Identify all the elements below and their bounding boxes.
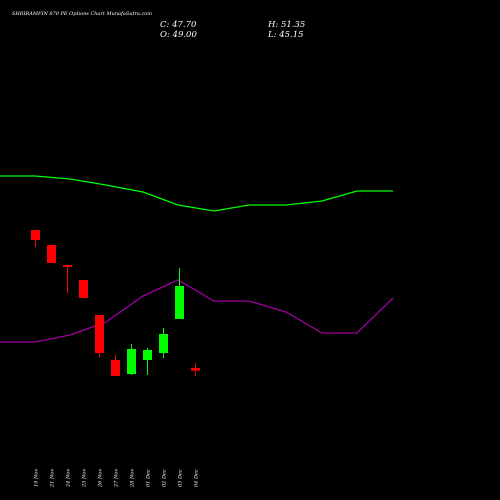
candle: [95, 315, 104, 357]
candle: [79, 280, 88, 298]
candle-body: [79, 280, 88, 298]
high-label: H: 51.35: [267, 20, 305, 30]
candle-body: [127, 349, 136, 374]
candle: [63, 265, 72, 293]
candle-body: [175, 286, 184, 319]
x-tick-label: 26 Nov: [97, 469, 103, 488]
x-tick-label: 02 Dec: [161, 469, 167, 487]
candle-body: [111, 360, 120, 376]
lower-band-line: [0, 279, 394, 343]
low-label: L: 45.15: [267, 30, 304, 40]
open-label: O: 49.00: [160, 30, 197, 40]
x-tick-label: 21 Nov: [49, 469, 55, 488]
x-axis-ticks: 19 Nov 21 Nov 24 Nov 25 Nov 26 Nov 27 Nov 28 N…: [33, 469, 199, 488]
candle: [31, 230, 40, 247]
candle-body: [191, 368, 200, 371]
candles-layer: [31, 230, 200, 376]
close-label: C: 47.70: [160, 20, 197, 30]
upper-band-line: [0, 175, 393, 212]
x-tick-label: 28 Nov: [129, 469, 135, 488]
candle: [143, 348, 152, 375]
candle-body: [159, 334, 168, 353]
candle-body: [143, 350, 152, 360]
x-tick-label: 03 Dec: [177, 469, 183, 487]
x-tick-label: 25 Nov: [81, 469, 87, 488]
bands-layer: [0, 175, 394, 343]
x-tick-label: 24 Nov: [65, 469, 71, 488]
candle-body: [63, 265, 72, 267]
x-tick-label: 04 Dec: [193, 469, 199, 487]
candle: [159, 328, 168, 358]
candle: [191, 363, 200, 376]
x-tick-label: 27 Nov: [113, 469, 119, 488]
candle: [175, 268, 184, 319]
x-tick-label: 19 Nov: [33, 469, 39, 487]
candle: [111, 355, 120, 376]
candle: [47, 245, 56, 263]
candle: [127, 344, 136, 375]
candle-body: [47, 245, 56, 263]
candle-body: [31, 230, 40, 240]
candle-body: [95, 315, 104, 353]
chart-title: SHRIRAMFIN 870 PE Options Chart MunafaSu…: [12, 11, 152, 17]
x-tick-label: 01 Dec: [145, 469, 151, 487]
